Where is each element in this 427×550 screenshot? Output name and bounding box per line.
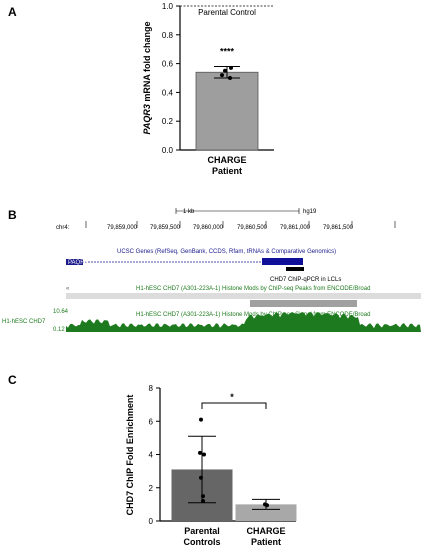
panel-a-tick-label: 0.8 [162, 31, 174, 40]
panel-a-bars [195, 65, 259, 151]
chip-qpcr-label: CHD7 ChIP-qPCR in LCLs [270, 277, 341, 283]
panel-a-tick-group: 0.0 0.2 0.4 0.6 0.8 1.0 [162, 2, 180, 155]
gene-exon-first [66, 259, 83, 265]
panel-c-category-2-line-1: CHARGE [246, 526, 285, 536]
panel-c-category-1-line-1: Parental [184, 526, 220, 536]
panel-a-tick-label: 0.2 [162, 117, 174, 126]
panel-c-y-axis-title: CHD7 ChIP Fold Enrichment [125, 395, 135, 516]
genome-browser: 1 kb hg19 chr4: 79,859,000 79,859,500 79,8… [2, 208, 421, 333]
position-ruler: 79,859,000 79,859,500 79,860,000 79,860,500… [85, 221, 396, 231]
scale-bar-label: 1 kb [183, 209, 195, 215]
panel-c-significance: * [230, 392, 234, 402]
ruler-position-label: 79,859,500 [150, 225, 181, 231]
panel-a-data-point [220, 73, 224, 78]
panel-c-tick-label: 2 [149, 484, 154, 493]
panel-c-data-point [265, 503, 269, 508]
peaks-track-background [66, 293, 421, 299]
assembly-label: hg19 [303, 209, 317, 215]
gene-track-label: UCSC Genes (RefSeq, GenBank, CCDS, Rfam,… [117, 249, 336, 255]
panel-a-tick-label: 0.6 [162, 60, 174, 69]
panel-a-category-line-2: Patient [212, 166, 242, 176]
signal-track-label: H1-hESC CHD7 (A301-223A-1) Histone Mods … [136, 312, 370, 318]
panel-c-letter: C [8, 373, 17, 387]
signal-track-name: H1-hESC CHD7 [2, 319, 46, 325]
significance-bracket [201, 402, 267, 409]
panel-a-data-point [223, 68, 227, 73]
panel-c-data-point [199, 475, 203, 480]
panel-b-letter: B [8, 208, 17, 222]
panel-a-significance: **** [220, 46, 235, 56]
panel-a-category-line-1: CHARGE [207, 155, 246, 165]
ruler-position-label: 79,860,500 [237, 225, 268, 231]
chip-qpcr-region [286, 267, 304, 271]
panel-c: C 0 2 4 6 8 CHD7 ChIP Fold Enrichment * Pare… [8, 373, 297, 547]
signal-min-label: 0.12 [53, 327, 65, 333]
panel-a-tick-label: 0.0 [162, 146, 174, 155]
ruler-position-label: 79,861,000 [280, 225, 311, 231]
panel-c-tick-label: 4 [149, 451, 154, 460]
panel-c-tick-label: 6 [149, 417, 154, 426]
panel-c-bars [171, 417, 297, 521]
ruler-position-label: 79,861,500 [323, 225, 354, 231]
panel-a-bar [195, 71, 259, 151]
panel-b: B 1 kb hg19 chr4: 79,859,000 79,859,500 79… [2, 208, 421, 333]
panel-a-y-axis-title: PAQR3 mRNA fold change [142, 21, 152, 134]
panel-a-tick-label: 1.0 [162, 2, 174, 11]
panel-c-tick-group: 0 2 4 6 8 [149, 384, 160, 526]
peaks-track-label: H1-hESC CHD7 (A301-223A-1) Histone Mods … [136, 286, 370, 292]
panel-c-tick-label: 8 [149, 384, 154, 393]
panel-a-data-point [229, 65, 233, 70]
panel-c-category-2-line-2: Patient [251, 537, 281, 547]
gene-exon-last [262, 258, 303, 265]
panel-c-data-point [198, 450, 202, 455]
ruler-position-label: 79,859,000 [107, 225, 138, 231]
panel-c-category-1-line-2: Controls [184, 537, 221, 547]
panel-a: A 0.0 0.2 0.4 0.6 0.8 1.0 PAQR3 mRNA fold cha… [8, 2, 274, 176]
signal-max-label: 10.64 [53, 309, 69, 315]
panel-c-bar [235, 504, 297, 521]
ruler-position-label: 79,860,000 [193, 225, 224, 231]
panel-c-data-point [201, 494, 205, 499]
double-left-arrow-icon: « [66, 286, 70, 292]
chipseq-peak [250, 300, 357, 307]
gene-name-label: PAQR3 [68, 260, 89, 266]
panel-a-letter: A [8, 5, 17, 19]
panel-c-tick-label: 0 [149, 517, 154, 526]
panel-c-data-point [199, 417, 203, 422]
panel-a-tick-label: 0.4 [162, 88, 174, 97]
panel-c-data-point [201, 499, 205, 504]
panel-a-data-point [228, 76, 232, 80]
chromosome-label: chr4: [56, 225, 70, 231]
parental-control-label: Parental Control [198, 8, 256, 17]
chipseq-signal-area [66, 312, 421, 332]
panel-c-data-point [202, 452, 206, 457]
